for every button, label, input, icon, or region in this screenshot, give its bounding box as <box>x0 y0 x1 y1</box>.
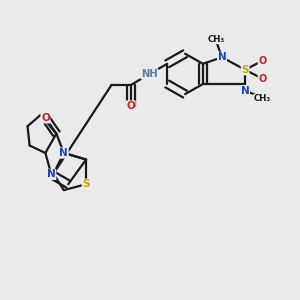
Text: S: S <box>82 179 90 189</box>
Text: O: O <box>126 101 135 111</box>
Text: O: O <box>41 113 50 123</box>
Text: N: N <box>59 148 68 158</box>
Text: S: S <box>242 65 249 75</box>
Text: NH: NH <box>141 69 158 79</box>
Text: CH₃: CH₃ <box>254 94 271 103</box>
Text: O: O <box>258 74 266 84</box>
Text: N: N <box>47 169 56 179</box>
Text: O: O <box>258 56 266 66</box>
Text: N: N <box>218 52 226 62</box>
Text: CH₃: CH₃ <box>207 34 225 43</box>
Text: N: N <box>241 85 250 96</box>
